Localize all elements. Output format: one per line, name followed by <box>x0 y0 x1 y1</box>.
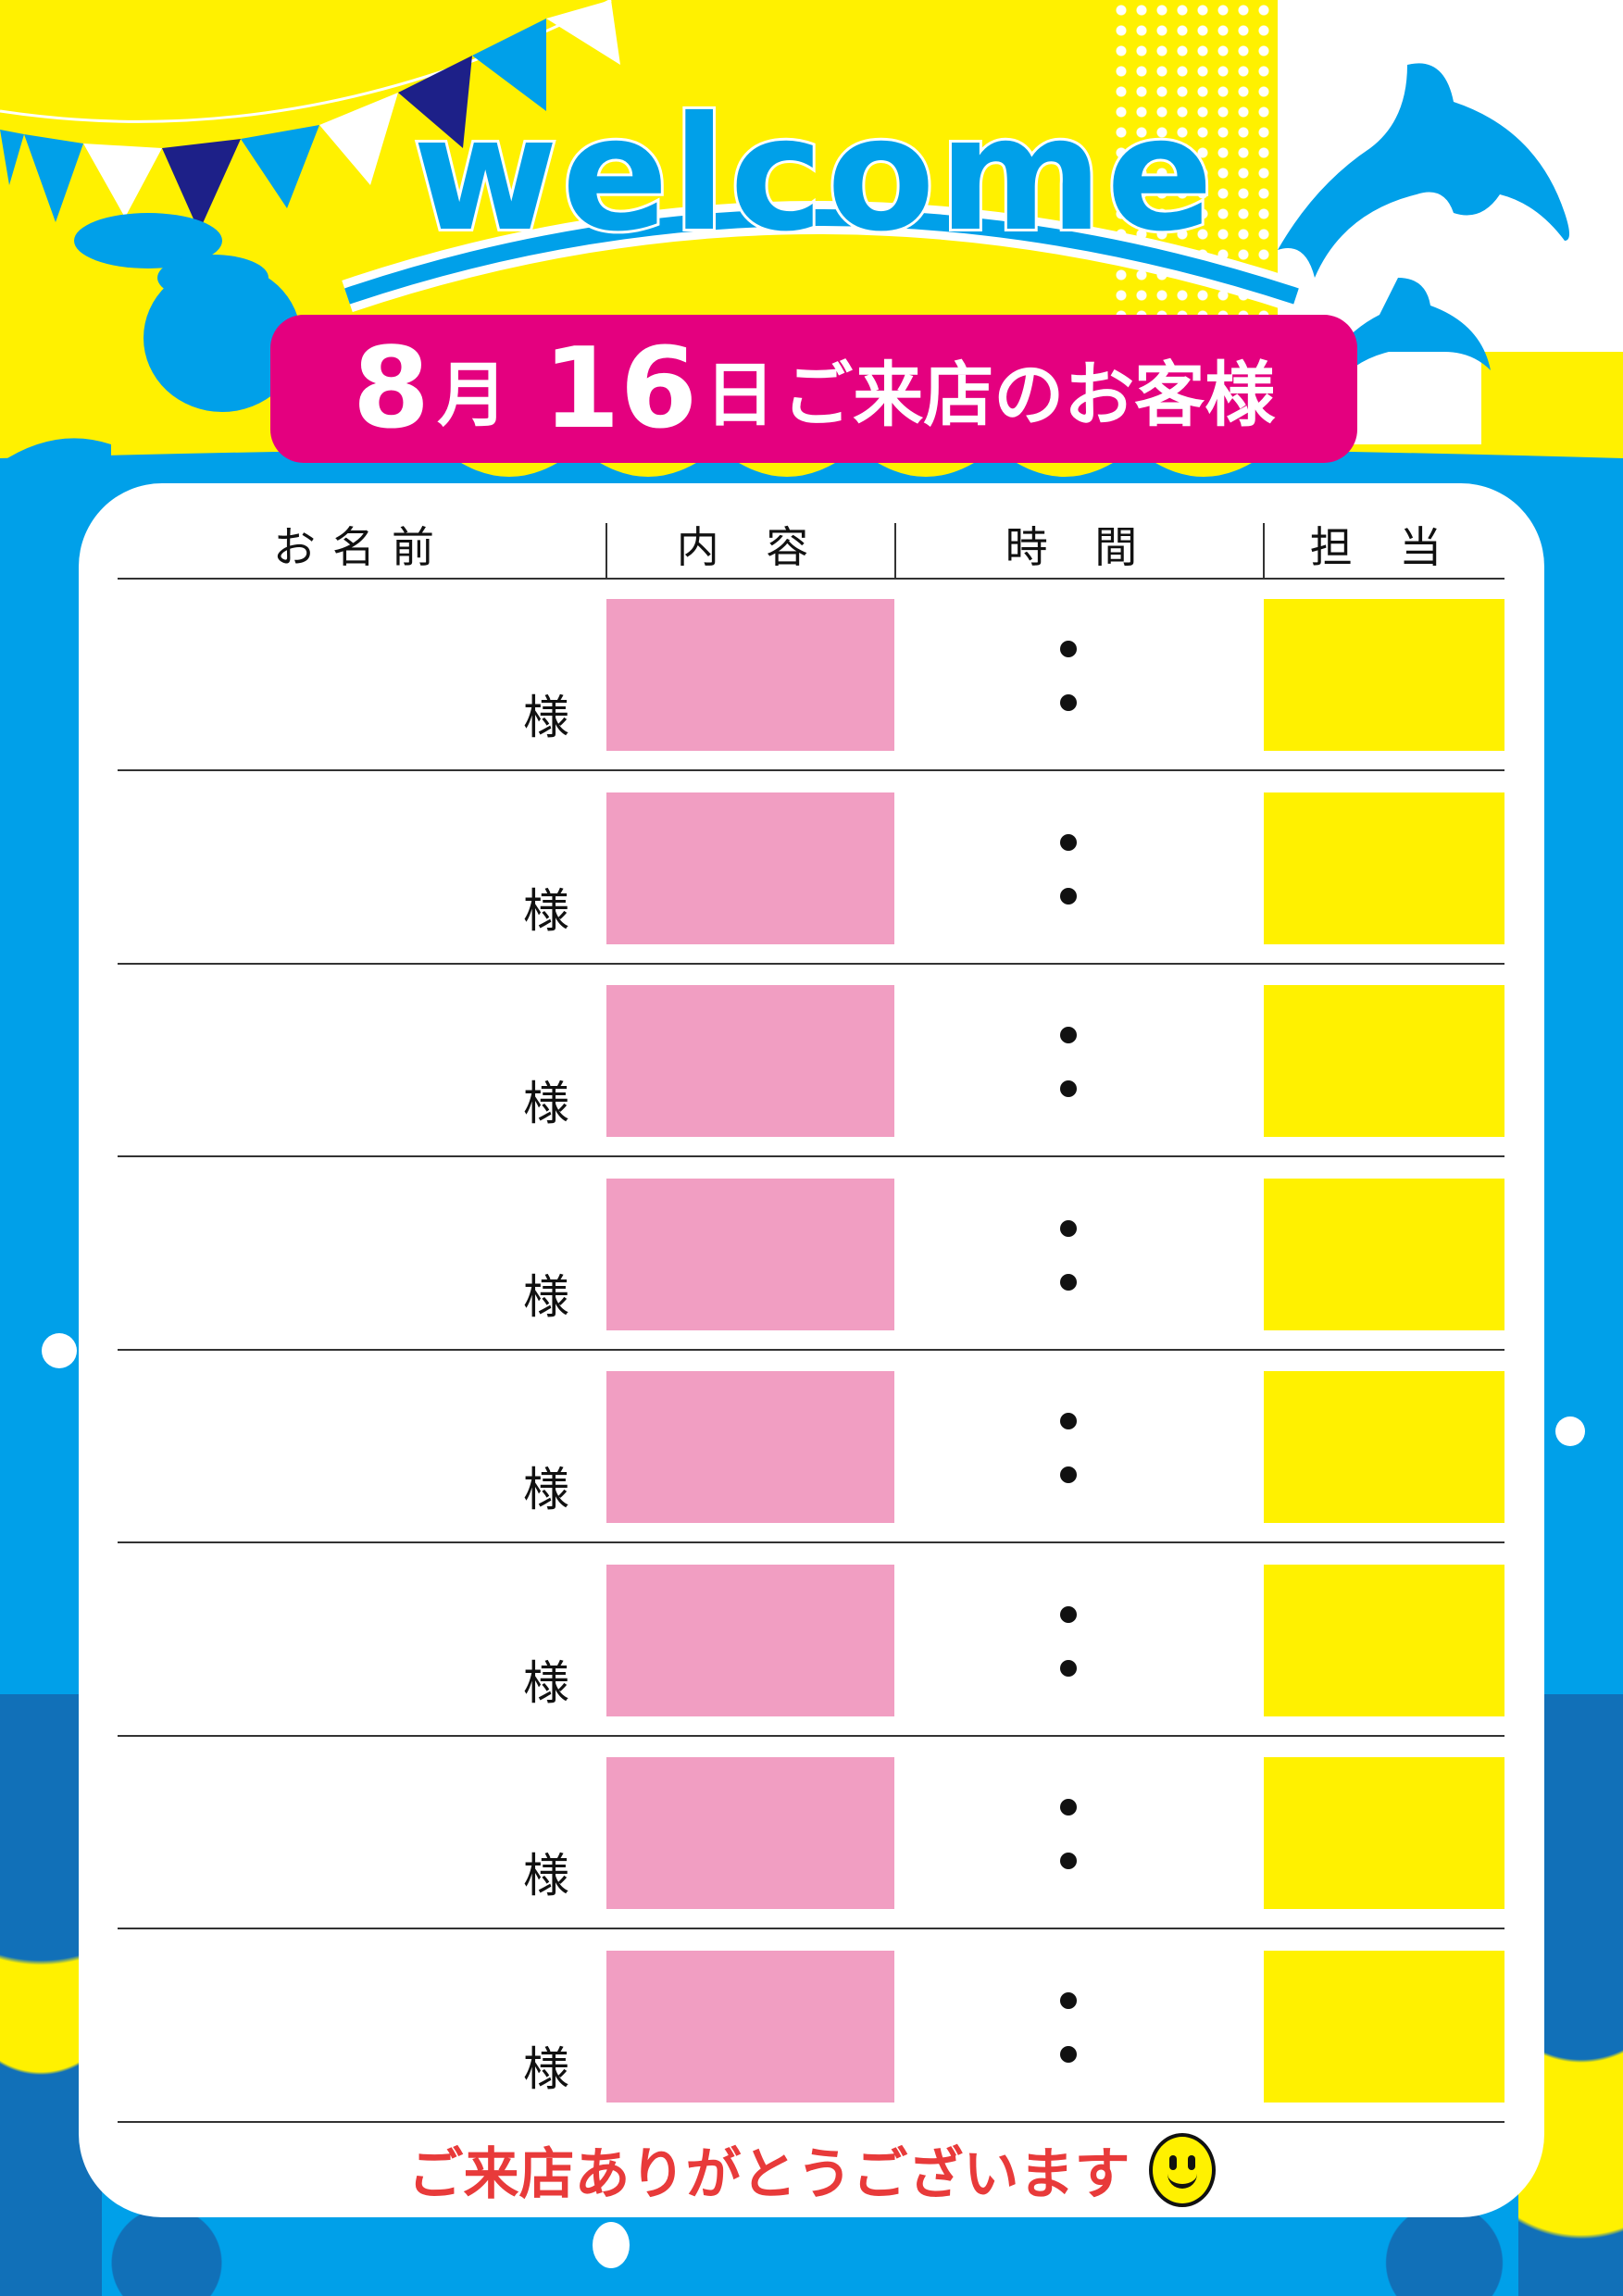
name-suffix: 様 <box>523 1849 569 1903</box>
day: 16 <box>543 324 698 454</box>
name-field[interactable] <box>118 1951 599 2103</box>
content-field[interactable] <box>606 1178 894 1330</box>
content-field[interactable] <box>606 599 894 751</box>
time-separator-dot <box>1060 1991 1077 2009</box>
column-divider <box>894 523 896 579</box>
content-field[interactable] <box>606 792 894 944</box>
staff-field[interactable] <box>1264 1564 1504 1716</box>
header-line <box>118 578 1504 580</box>
time-separator-dot <box>1060 1027 1077 1043</box>
time-separator-dot <box>1060 887 1077 905</box>
time-separator-dot <box>1060 1605 1077 1623</box>
name-suffix: 様 <box>523 1463 569 1516</box>
row-divider <box>118 2120 1504 2123</box>
name-field[interactable] <box>118 985 599 1137</box>
column-header-content: 内 容 <box>676 522 826 572</box>
name-suffix: 様 <box>523 691 569 744</box>
content-field[interactable] <box>606 1371 894 1523</box>
name-suffix: 様 <box>523 2041 569 2096</box>
palm-tree-icon <box>74 213 301 412</box>
row-divider <box>118 1734 1504 1737</box>
time-separator-dot <box>1060 2045 1077 2063</box>
row-divider <box>118 962 1504 965</box>
content-field[interactable] <box>606 1950 894 2103</box>
column-divider <box>1263 523 1265 579</box>
content-field[interactable] <box>606 1757 894 1909</box>
staff-field[interactable] <box>1264 1757 1504 1909</box>
time-separator-dot <box>1060 1219 1077 1237</box>
bubble <box>1555 1416 1585 1446</box>
row-divider <box>118 1348 1504 1351</box>
name-field[interactable] <box>118 1179 599 1330</box>
time-separator-dot <box>1060 1273 1077 1291</box>
column-divider <box>606 523 607 579</box>
bubble <box>42 1333 77 1368</box>
banner-subtitle: ご来店のお客様 <box>782 354 1276 436</box>
name-field[interactable] <box>118 1371 599 1523</box>
bubble <box>593 2222 630 2268</box>
name-suffix: 様 <box>523 883 569 938</box>
content-field[interactable] <box>606 985 894 1137</box>
time-separator-dot <box>1060 1853 1077 1869</box>
smiley-icon <box>1148 2132 1216 2207</box>
row-divider <box>118 1155 1504 1157</box>
row-divider <box>118 769 1504 771</box>
staff-field[interactable] <box>1264 1950 1504 2103</box>
dolphin-icon <box>1278 63 1569 389</box>
name-field[interactable] <box>118 599 599 751</box>
staff-field[interactable] <box>1264 599 1504 751</box>
bunting-icon <box>0 0 620 231</box>
time-separator-dot <box>1060 694 1077 711</box>
yellow-corner <box>1481 352 1623 463</box>
name-field[interactable] <box>118 792 599 944</box>
time-separator-dot <box>1060 1466 1077 1483</box>
name-suffix: 様 <box>523 1655 569 1710</box>
time-separator-dot <box>1060 1799 1077 1816</box>
name-suffix: 様 <box>523 1269 569 1324</box>
name-field[interactable] <box>118 1757 599 1909</box>
time-separator-dot <box>1060 641 1077 657</box>
date-banner: 8 月 16 日 ご来店のお客様 <box>270 315 1357 463</box>
column-header-time: 時 間 <box>1005 522 1155 572</box>
column-header-name: お名前 <box>273 522 451 572</box>
name-suffix: 様 <box>523 1077 569 1130</box>
footer: ご来店ありがとうございます <box>0 2129 1623 2210</box>
month: 8 <box>352 324 431 454</box>
column-header-staff: 担 当 <box>1309 522 1459 572</box>
time-separator-dot <box>1060 1080 1077 1097</box>
row-divider <box>118 1541 1504 1543</box>
time-separator-dot <box>1060 1659 1077 1677</box>
staff-field[interactable] <box>1264 1178 1504 1330</box>
staff-field[interactable] <box>1264 985 1504 1137</box>
staff-field[interactable] <box>1264 1371 1504 1523</box>
name-field[interactable] <box>118 1565 599 1716</box>
time-separator-dot <box>1060 1413 1077 1429</box>
staff-field[interactable] <box>1264 792 1504 944</box>
welcome-title: welcome <box>410 81 1217 269</box>
month-unit: 月 <box>437 354 508 436</box>
day-unit: 日 <box>705 354 776 436</box>
thanks-message: ご来店ありがとうございます <box>407 2142 1130 2207</box>
time-separator-dot <box>1060 833 1077 851</box>
row-divider <box>118 1928 1504 1929</box>
content-field[interactable] <box>606 1564 894 1716</box>
